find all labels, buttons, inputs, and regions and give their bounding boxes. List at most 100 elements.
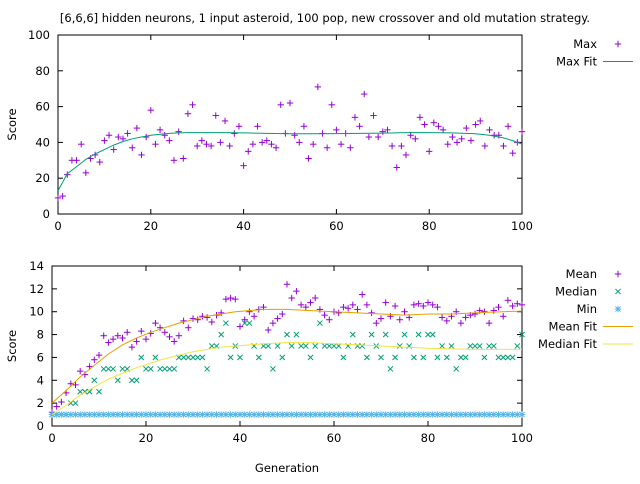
- mean-point: [396, 316, 403, 323]
- min-point: [354, 411, 361, 418]
- mean-point: [246, 308, 253, 315]
- median-point: [255, 354, 262, 361]
- median-point: [331, 343, 337, 349]
- median-point: [509, 354, 516, 361]
- max-point: [277, 101, 284, 109]
- series-max-fit: [58, 132, 522, 191]
- median-point: [180, 354, 187, 361]
- mean-point: [424, 299, 432, 306]
- median-point: [467, 343, 474, 349]
- y-tick-label: 100: [28, 28, 50, 42]
- mean-point: [481, 308, 488, 315]
- max-point: [435, 123, 442, 130]
- median-point: [86, 388, 93, 395]
- x-axis-label: Generation: [255, 461, 319, 475]
- median-point: [110, 365, 117, 372]
- min-point: [330, 411, 338, 418]
- max-fit-line: [58, 132, 522, 191]
- mean-point: [471, 310, 479, 318]
- max-point: [221, 117, 229, 125]
- max-point: [59, 192, 66, 200]
- median-point: [67, 400, 74, 407]
- legend-swatch-mean: [614, 270, 622, 278]
- max-point: [412, 135, 419, 143]
- median-point: [472, 343, 478, 349]
- max-point: [249, 140, 257, 148]
- mean-point: [335, 309, 342, 317]
- median-point: [284, 331, 290, 338]
- median-point: [208, 343, 215, 349]
- mean-point: [218, 309, 225, 317]
- min-point: [387, 411, 394, 418]
- max-point: [384, 126, 391, 134]
- max-point: [194, 142, 201, 150]
- min-point: [382, 411, 389, 418]
- max-point: [142, 133, 150, 141]
- mean-point: [208, 318, 215, 326]
- max-point: [180, 155, 187, 162]
- x-tick-label: 100: [511, 431, 533, 445]
- mean-point: [53, 403, 60, 410]
- median-point: [72, 400, 79, 407]
- mean-point: [109, 335, 117, 343]
- median-point: [241, 320, 248, 327]
- y-tick-label: 6: [37, 350, 44, 364]
- x-tick-label: 60: [327, 431, 342, 445]
- mean-point: [514, 300, 521, 307]
- median-point: [157, 365, 164, 372]
- y-tick-label: 0: [37, 419, 44, 433]
- legend-swatch-min: [614, 305, 622, 313]
- mean-point: [180, 317, 187, 325]
- mean-point: [288, 294, 295, 302]
- median-point: [114, 377, 121, 384]
- y-tick-label: 80: [35, 64, 50, 78]
- plot-frame: [57, 34, 523, 215]
- max-point: [333, 126, 340, 134]
- x-tick-label: 80: [421, 431, 436, 445]
- mean-point: [152, 319, 159, 327]
- mean-point: [124, 329, 131, 336]
- mean-point: [462, 314, 469, 321]
- median-point: [293, 331, 300, 338]
- median-point: [420, 354, 427, 361]
- legend-label-min: Min: [577, 302, 597, 316]
- median-point: [274, 343, 281, 349]
- median-point: [77, 388, 84, 395]
- max-point: [430, 119, 438, 126]
- mean-point: [95, 351, 103, 359]
- legend-label-median: Median: [555, 285, 597, 299]
- median-point: [481, 354, 488, 361]
- y-tick-label: 20: [35, 171, 50, 185]
- max-point: [166, 137, 173, 144]
- median-point: [519, 331, 525, 338]
- median-point: [326, 343, 333, 349]
- max-point: [421, 121, 428, 128]
- mean-point: [265, 326, 272, 334]
- median-point: [448, 343, 455, 349]
- max-point: [189, 101, 196, 109]
- x-tick-label: 40: [236, 219, 251, 233]
- max-point: [351, 114, 359, 121]
- mean-point: [490, 307, 497, 314]
- max-point: [96, 158, 103, 166]
- median-point: [237, 354, 243, 361]
- max-point: [156, 126, 164, 134]
- median-point: [363, 354, 370, 361]
- min-point: [95, 411, 103, 418]
- max-point: [268, 140, 275, 148]
- median-point: [504, 354, 511, 361]
- median-point: [457, 354, 464, 361]
- max-point: [235, 123, 243, 130]
- median-point: [378, 354, 384, 361]
- mean-point: [269, 319, 277, 327]
- median-point: [307, 354, 314, 361]
- max-point: [361, 90, 368, 98]
- median-point: [349, 331, 356, 338]
- median-fit-line: [52, 342, 522, 416]
- median-point: [425, 331, 431, 338]
- median-point: [443, 354, 450, 361]
- max-point: [240, 162, 247, 169]
- max-point: [472, 121, 479, 128]
- max-score-panel: 0 20 40 60 80 100 0 20 40 60 80 100 Score Max Max Fit: [5, 28, 633, 233]
